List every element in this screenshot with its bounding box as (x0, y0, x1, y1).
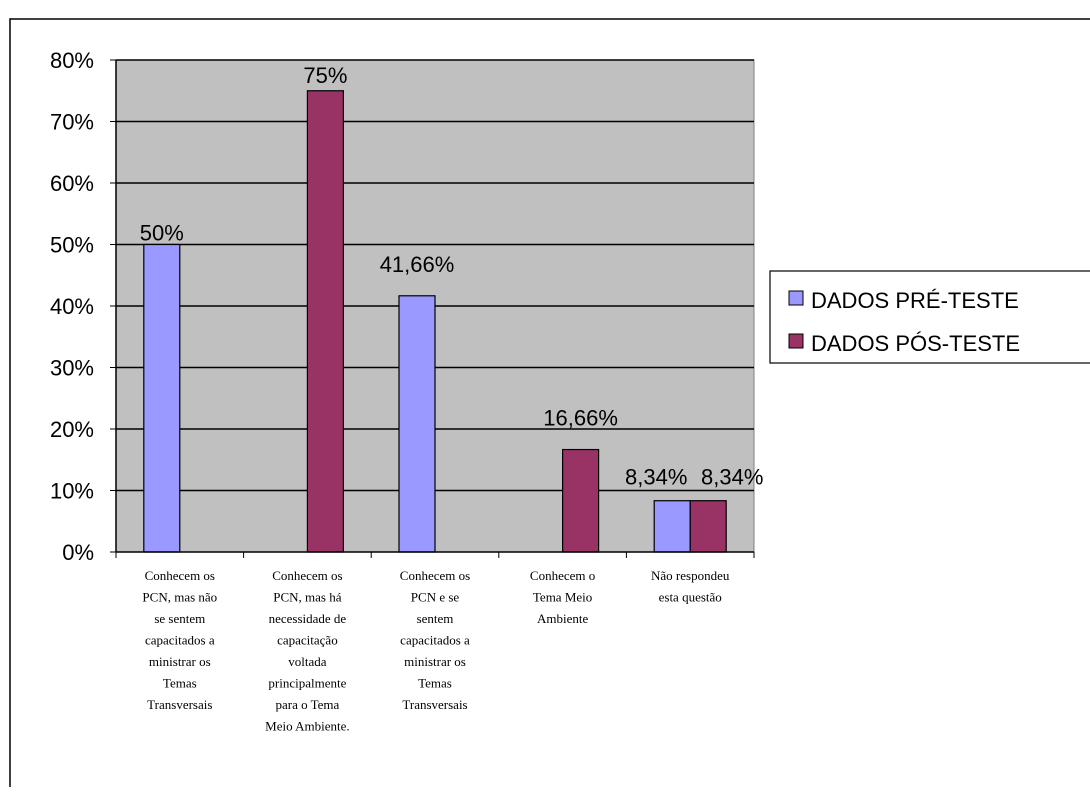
data-label: 8,34% (701, 465, 763, 490)
x-category-line: capacitação (277, 633, 338, 648)
y-tick-label: 60% (50, 171, 94, 196)
x-category-line: Não respondeu (651, 568, 730, 583)
x-category-line: Tema Meio (533, 590, 592, 605)
x-category-line: Transversais (402, 697, 467, 712)
x-category-line: Conhecem os (272, 568, 342, 583)
data-label: 41,66% (380, 252, 455, 277)
bar-pre-0 (143, 243, 181, 553)
y-tick-label: 30% (50, 356, 94, 381)
data-label: 16,66% (543, 406, 618, 431)
x-category-line: ministrar os (404, 654, 466, 669)
data-label: 50% (140, 221, 184, 246)
legend-swatch (788, 290, 804, 306)
bar-pos-3 (561, 448, 600, 553)
x-category-line: Meio Ambiente. (265, 719, 350, 734)
x-category-line: necessidade de (269, 611, 347, 626)
x-category-line: principalmente (268, 676, 346, 691)
x-category-line: PCN, mas há (273, 590, 341, 605)
y-tick-label: 40% (50, 294, 94, 319)
x-category-line: sentem (417, 611, 454, 626)
bar-pos-4 (689, 500, 727, 553)
bars (143, 90, 727, 553)
legend-swatch (788, 333, 804, 349)
x-category-line: esta questão (659, 590, 722, 605)
x-category-line: Temas (418, 676, 452, 691)
x-category-line: Conhecem os (400, 568, 470, 583)
y-tick-label: 20% (50, 417, 94, 442)
bar-pos-1 (306, 90, 344, 553)
legend: DADOS PRÉ-TESTE DADOS PÓS-TESTE (769, 270, 1090, 364)
legend-entry: DADOS PRÉ-TESTE (811, 288, 1019, 313)
x-category-line: capacitados a (145, 633, 215, 648)
bar-pre-4 (653, 500, 691, 553)
x-category-line: PCN, mas não (142, 590, 217, 605)
y-tick-label: 0% (62, 540, 94, 565)
x-category-label: Conhecem os PCN, mas há necessidade de capa… (265, 568, 350, 734)
x-category-label: Conhecem os PCN, mas não se sentem capacita… (142, 568, 217, 712)
x-category-label: Não respondeu esta questão (651, 568, 730, 605)
legend-box (769, 270, 1090, 364)
bar-pre-2 (398, 295, 436, 553)
y-tick-label: 10% (50, 479, 94, 504)
legend-entry: DADOS PÓS-TESTE (811, 331, 1020, 356)
x-category-line: Ambiente (537, 611, 588, 626)
x-category-line: para o Tema (275, 697, 339, 712)
category-labels: Conhecem os PCN, mas não se sentem capacita… (142, 568, 729, 734)
x-category-label: Conhecem os PCN e se sentem capacitados a mi… (400, 568, 470, 712)
data-label: 75% (303, 63, 347, 88)
data-labels: 50% 41,66% 8,34% 75% 16,66% 8,34% (140, 63, 764, 490)
x-category-line: PCN e se (411, 590, 460, 605)
y-tick-label: 80% (50, 48, 94, 73)
x-category-line: capacitados a (400, 633, 470, 648)
x-category-line: voltada (288, 654, 326, 669)
x-category-label: Conhecem o Tema Meio Ambiente (530, 568, 595, 626)
y-tick-label: 50% (50, 233, 94, 258)
x-category-line: Conhecem o (530, 568, 595, 583)
axes: 0% 10% 20% 30% 40% 50% 60% 70% 80% (50, 48, 755, 565)
y-tick-label: 70% (50, 110, 94, 135)
x-category-line: Temas (163, 676, 197, 691)
data-label: 8,34% (625, 465, 687, 490)
x-category-line: Transversais (147, 697, 212, 712)
x-category-line: ministrar os (149, 654, 211, 669)
x-category-line: se sentem (154, 611, 205, 626)
x-category-line: Conhecem os (145, 568, 215, 583)
